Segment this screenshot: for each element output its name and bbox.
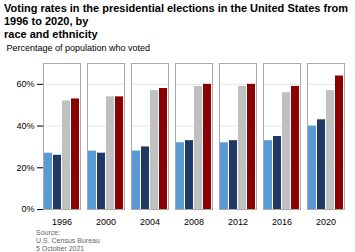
svg-text:2020: 2020 bbox=[316, 217, 336, 227]
svg-text:0%: 0% bbox=[21, 204, 34, 214]
svg-text:Percentage of population who v: Percentage of population who voted bbox=[7, 43, 151, 53]
svg-text:2016: 2016 bbox=[272, 217, 292, 227]
svg-text:2004: 2004 bbox=[140, 217, 160, 227]
svg-text:2008: 2008 bbox=[184, 217, 204, 227]
html-text:Voting rates in the presidenti: Voting rates in the presidential electio… bbox=[4, 2, 348, 40]
html-text:Source: U.S. Census Bureau 5 O: Source: U.S. Census Bureau 5 October 202… bbox=[36, 229, 100, 252]
svg-text:20%: 20% bbox=[16, 163, 34, 173]
svg-text:2012: 2012 bbox=[228, 217, 248, 227]
svg-text:60%: 60% bbox=[16, 79, 34, 89]
svg-text:1996: 1996 bbox=[52, 217, 72, 227]
svg-text:2000: 2000 bbox=[96, 217, 116, 227]
svg-text:40%: 40% bbox=[16, 121, 34, 131]
